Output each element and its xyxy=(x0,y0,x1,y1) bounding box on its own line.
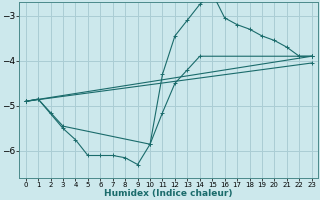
X-axis label: Humidex (Indice chaleur): Humidex (Indice chaleur) xyxy=(104,189,233,198)
